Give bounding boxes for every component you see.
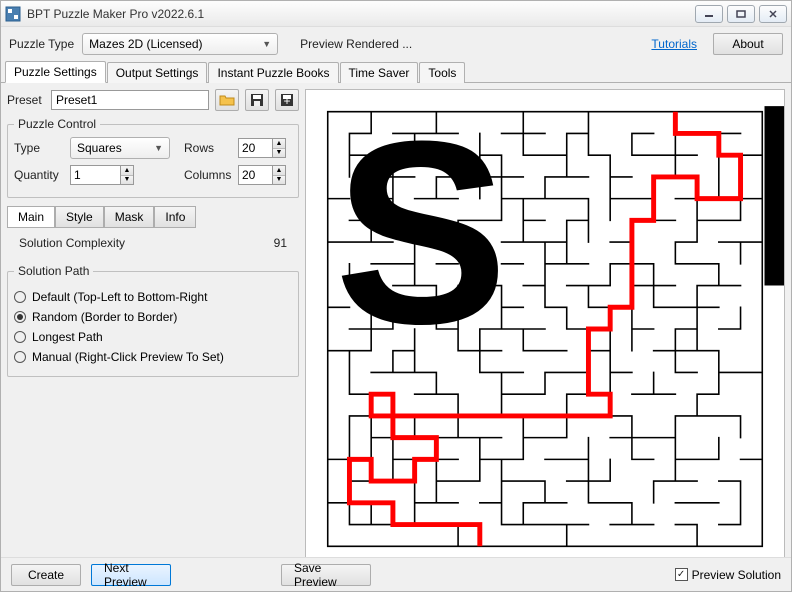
solution-path-legend: Solution Path xyxy=(14,264,93,278)
spin-down-icon[interactable]: ▼ xyxy=(273,176,285,185)
tutorials-link[interactable]: Tutorials xyxy=(651,37,697,51)
app-icon xyxy=(5,6,21,22)
type-value: Squares xyxy=(77,141,122,155)
radio-label: Default (Top-Left to Bottom-Right xyxy=(32,290,207,304)
puzzle-type-dropdown[interactable]: Mazes 2D (Licensed) ▼ xyxy=(82,33,278,55)
quantity-spinner[interactable]: 1 ▲▼ xyxy=(70,165,134,185)
radio-label: Manual (Right-Click Preview To Set) xyxy=(32,350,224,364)
preview-solution-label: Preview Solution xyxy=(692,568,781,582)
spin-down-icon[interactable]: ▼ xyxy=(121,176,133,185)
type-dropdown[interactable]: Squares ▼ xyxy=(70,137,170,159)
save-as-preset-button[interactable]: + xyxy=(275,89,299,111)
chevron-down-icon: ▼ xyxy=(154,143,163,153)
solution-path-radio-0[interactable]: Default (Top-Left to Bottom-Right xyxy=(14,290,292,304)
about-label: About xyxy=(732,37,763,51)
type-label: Type xyxy=(14,141,64,155)
preview-status: Preview Rendered ... xyxy=(300,37,412,51)
subtab-style[interactable]: Style xyxy=(55,206,104,228)
solution-path-group: Solution Path Default (Top-Left to Botto… xyxy=(7,264,299,377)
spin-up-icon[interactable]: ▲ xyxy=(273,139,285,149)
tab-time-saver[interactable]: Time Saver xyxy=(340,62,419,83)
titlebar: BPT Puzzle Maker Pro v2022.6.1 xyxy=(1,1,791,27)
complexity-value: 91 xyxy=(274,236,287,250)
solution-path-radio-2[interactable]: Longest Path xyxy=(14,330,292,344)
rows-label: Rows xyxy=(184,141,232,155)
radio-circle-icon xyxy=(14,311,26,323)
save-plus-icon: + xyxy=(280,93,294,107)
preset-label: Preset xyxy=(7,93,45,107)
save-preview-button[interactable]: Save Preview xyxy=(281,564,371,586)
subtab-main[interactable]: Main xyxy=(7,206,55,228)
subtab-info[interactable]: Info xyxy=(154,206,196,228)
puzzle-control-legend: Puzzle Control xyxy=(14,117,100,131)
columns-label: Columns xyxy=(184,168,232,182)
quantity-value: 1 xyxy=(74,168,81,182)
solution-path-radio-1[interactable]: Random (Border to Border) xyxy=(14,310,292,324)
columns-value: 20 xyxy=(242,168,255,182)
tab-output-settings[interactable]: Output Settings xyxy=(107,62,208,83)
puzzle-type-label: Puzzle Type xyxy=(9,37,74,51)
spin-up-icon[interactable]: ▲ xyxy=(273,166,285,176)
radio-circle-icon xyxy=(14,291,26,303)
svg-text:+: + xyxy=(283,94,290,107)
folder-icon xyxy=(219,93,235,107)
next-preview-label: Next Preview xyxy=(104,561,158,589)
tab-puzzle-settings[interactable]: Puzzle Settings xyxy=(5,61,106,83)
preview-solution-checkbox[interactable]: ✓ Preview Solution xyxy=(675,568,781,582)
solution-path-radio-3[interactable]: Manual (Right-Click Preview To Set) xyxy=(14,350,292,364)
svg-text:E: E xyxy=(747,90,784,342)
puzzle-control-group: Puzzle Control Type Squares▼ Rows 20▲▼ Q… xyxy=(7,117,299,198)
maximize-button[interactable] xyxy=(727,5,755,23)
complexity-label: Solution Complexity xyxy=(19,236,125,250)
radio-label: Longest Path xyxy=(32,330,103,344)
about-button[interactable]: About xyxy=(713,33,783,55)
create-button[interactable]: Create xyxy=(11,564,81,586)
open-preset-button[interactable] xyxy=(215,89,239,111)
tab-tools[interactable]: Tools xyxy=(419,62,465,83)
create-label: Create xyxy=(28,568,64,582)
preset-input[interactable]: Preset1 xyxy=(51,90,209,110)
radio-circle-icon xyxy=(14,351,26,363)
puzzle-type-value: Mazes 2D (Licensed) xyxy=(89,37,202,51)
quantity-label: Quantity xyxy=(14,168,64,182)
window-title: BPT Puzzle Maker Pro v2022.6.1 xyxy=(27,7,695,21)
chevron-down-icon: ▼ xyxy=(262,39,271,49)
radio-label: Random (Border to Border) xyxy=(32,310,177,324)
svg-text:S: S xyxy=(334,90,508,378)
radio-circle-icon xyxy=(14,331,26,343)
tab-instant-puzzle-books[interactable]: Instant Puzzle Books xyxy=(208,62,338,83)
save-preview-label: Save Preview xyxy=(294,561,358,589)
spin-up-icon[interactable]: ▲ xyxy=(121,166,133,176)
preset-value: Preset1 xyxy=(56,93,97,107)
rows-value: 20 xyxy=(242,141,255,155)
next-preview-button[interactable]: Next Preview xyxy=(91,564,171,586)
close-button[interactable] xyxy=(759,5,787,23)
save-preset-button[interactable] xyxy=(245,89,269,111)
minimize-button[interactable] xyxy=(695,5,723,23)
spin-down-icon[interactable]: ▼ xyxy=(273,149,285,158)
subtab-mask[interactable]: Mask xyxy=(104,206,155,228)
columns-spinner[interactable]: 20 ▲▼ xyxy=(238,165,286,185)
rows-spinner[interactable]: 20 ▲▼ xyxy=(238,138,286,158)
checkbox-box: ✓ xyxy=(675,568,688,581)
save-icon xyxy=(250,93,264,107)
maze-preview[interactable]: SE xyxy=(305,89,785,569)
